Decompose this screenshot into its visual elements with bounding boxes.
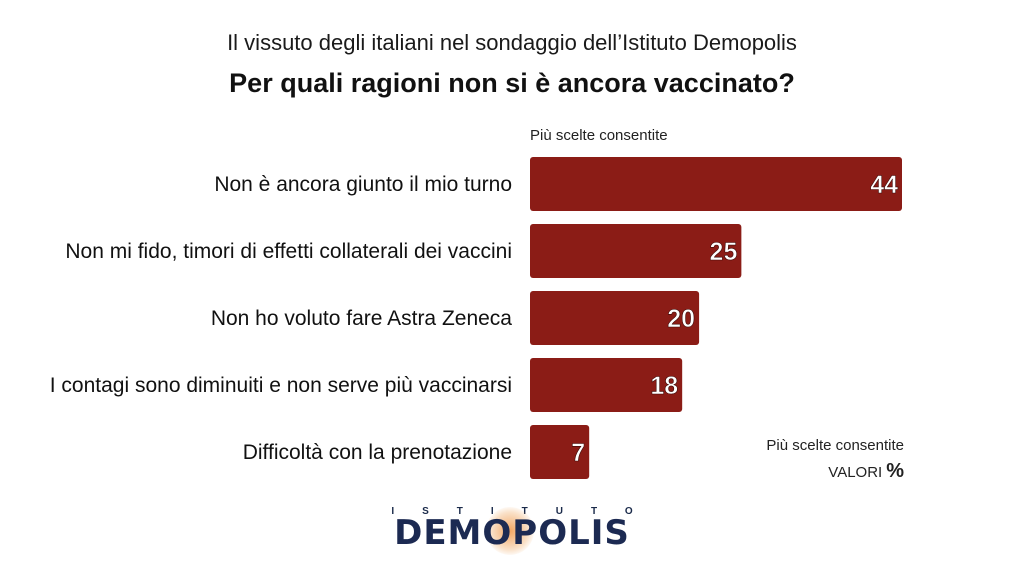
bar xyxy=(530,157,902,211)
multiple-choice-note-top: Più scelte consentite xyxy=(530,127,668,144)
bar xyxy=(530,358,683,412)
category-label: Difficoltà con la prenotazione xyxy=(243,441,512,464)
bar-value-label: 25 xyxy=(710,238,738,266)
category-label: I contagi sono diminuiti e non serve più… xyxy=(50,374,512,397)
survey-subtitle: Il vissuto degli italiani nel sondaggio … xyxy=(227,30,797,55)
values-label: VALORI xyxy=(828,464,883,481)
bar-value-label: 18 xyxy=(650,372,678,400)
logo-main: DEMOPOLIS xyxy=(394,507,630,555)
logo-glow-icon xyxy=(486,507,535,555)
category-label: Non ho voluto fare Astra Zeneca xyxy=(211,307,512,330)
logo-demopolis-text: DEMOPOLIS xyxy=(394,513,630,553)
category-label: Non è ancora giunto il mio turno xyxy=(214,173,512,196)
percent-unit: % xyxy=(886,460,904,482)
bar xyxy=(530,425,590,479)
bar xyxy=(530,291,700,345)
category-label: Non mi fido, timori di effetti collatera… xyxy=(65,240,512,263)
chart-title: Per quali ragioni non si è ancora vaccin… xyxy=(229,68,795,98)
bar-value-label: 7 xyxy=(571,439,585,467)
bar-value-label: 20 xyxy=(667,305,695,333)
bar xyxy=(530,224,742,278)
demopolis-logo: ISTITUTO DEMOPOLIS xyxy=(0,506,1024,555)
values-unit-note: VALORI% xyxy=(700,460,904,483)
bar-value-label: 44 xyxy=(870,171,898,199)
multiple-choice-note-bottom: Più scelte consentite xyxy=(766,437,904,454)
